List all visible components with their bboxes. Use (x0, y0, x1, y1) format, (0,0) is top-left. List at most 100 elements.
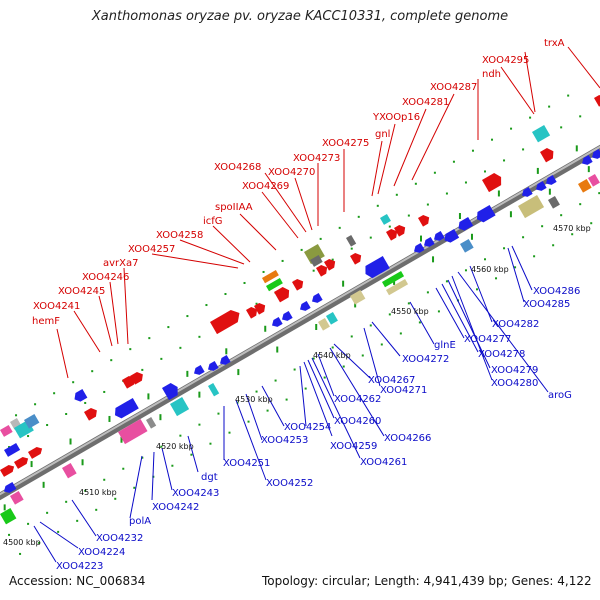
track-dot (122, 467, 125, 470)
track-dot (452, 160, 455, 163)
feature-blocks[interactable] (0, 93, 600, 525)
gene-block (418, 215, 430, 227)
gene-block (24, 414, 40, 429)
track-dot (484, 170, 487, 173)
track-dot (46, 424, 49, 427)
gene-label: polA (129, 516, 151, 527)
track-dot (171, 464, 174, 467)
track-dot (15, 414, 18, 417)
gene-label: XOO4261 (360, 457, 407, 468)
track-dot (148, 337, 151, 340)
track-dot (38, 541, 41, 544)
track-dot (103, 478, 106, 481)
track-dot (179, 346, 182, 349)
track-dot (186, 315, 189, 318)
gene-block (382, 271, 405, 288)
gene-block (350, 290, 366, 305)
scale-label: 4560 kbp (471, 265, 509, 274)
gene-block (482, 173, 502, 193)
gene-block (434, 231, 445, 241)
track-dot (571, 233, 574, 236)
gene-label: XOO4287 (430, 82, 477, 93)
gene-label: XOO4277 (464, 334, 511, 345)
track-dot (407, 302, 410, 305)
track-dot (114, 497, 117, 500)
track-dot (95, 508, 98, 511)
gene-block (424, 237, 435, 247)
gene-label: hemF (32, 316, 60, 327)
track-dot (464, 269, 467, 272)
track-dot (312, 269, 315, 272)
track-dot (369, 236, 372, 239)
gene-block (210, 310, 240, 335)
track-dot (361, 354, 364, 357)
gene-block (318, 318, 330, 331)
track-dot (319, 237, 322, 240)
gene-label: XOO4270 (268, 167, 315, 178)
track-dot (491, 138, 494, 141)
gene-block (115, 398, 139, 419)
track-dot (369, 324, 372, 327)
track-dot (522, 236, 525, 239)
gene-block (316, 265, 328, 277)
gene-block (62, 463, 77, 479)
gene-block (0, 465, 15, 477)
track-dot (76, 519, 79, 522)
gene-block (208, 361, 219, 371)
track-dot (141, 456, 144, 459)
gene-label: XOO4295 (482, 55, 529, 66)
track-dot (243, 281, 246, 284)
gene-label: glnE (434, 340, 456, 351)
track-dot (167, 326, 170, 329)
gene-block (532, 125, 551, 143)
gene-label: XOO4269 (242, 181, 289, 192)
track-dot (110, 359, 113, 362)
gene-label: spoIIAA (215, 202, 253, 213)
track-dot (407, 214, 410, 217)
gene-block (582, 155, 593, 165)
track-dot (27, 522, 30, 525)
gene-label: XOO4245 (58, 286, 105, 297)
gene-block (594, 95, 600, 107)
gene-block (458, 217, 474, 231)
scale-label: 4540 kbp (313, 351, 351, 360)
track-dot (304, 387, 307, 390)
track-dot (331, 346, 334, 349)
track-dot (255, 302, 258, 305)
track-dot (399, 332, 402, 335)
gene-block (310, 254, 323, 267)
track-dot (65, 412, 68, 415)
track-dot (141, 368, 144, 371)
track-dot (8, 446, 11, 449)
track-dot (560, 126, 563, 129)
track-dot (91, 370, 94, 373)
track-dot (300, 248, 303, 251)
track-dot (72, 381, 75, 384)
gene-label: XOO4267 (368, 375, 415, 386)
gene-block (272, 317, 283, 327)
track-dot (19, 552, 22, 555)
gene-block (540, 148, 554, 163)
gene-label: XOO4241 (33, 301, 80, 312)
topology-label: Topology: circular; Length: 4,941,439 bp… (262, 574, 592, 588)
track-dot (274, 379, 277, 382)
gene-block (194, 365, 205, 375)
gene-block (477, 205, 496, 223)
gene-block (14, 457, 29, 469)
map-title: Xanthomonas oryzae pv. oryzae KACC10331,… (91, 9, 509, 24)
scale-label: 4520 kbp (156, 442, 194, 451)
track-dot (205, 304, 208, 307)
gene-label: XOO4281 (402, 97, 449, 108)
track-dot (350, 247, 353, 250)
track-dot (475, 288, 478, 291)
gene-block (84, 408, 97, 421)
gene-label: XOO4268 (214, 162, 261, 173)
genome-backbone (0, 144, 600, 501)
track-dot (552, 244, 555, 247)
gene-label: XOO4279 (491, 365, 538, 376)
gene-label: XOO4252 (266, 478, 313, 489)
track-dot (503, 247, 506, 250)
gene-block (4, 482, 17, 493)
track-dot (464, 181, 467, 184)
